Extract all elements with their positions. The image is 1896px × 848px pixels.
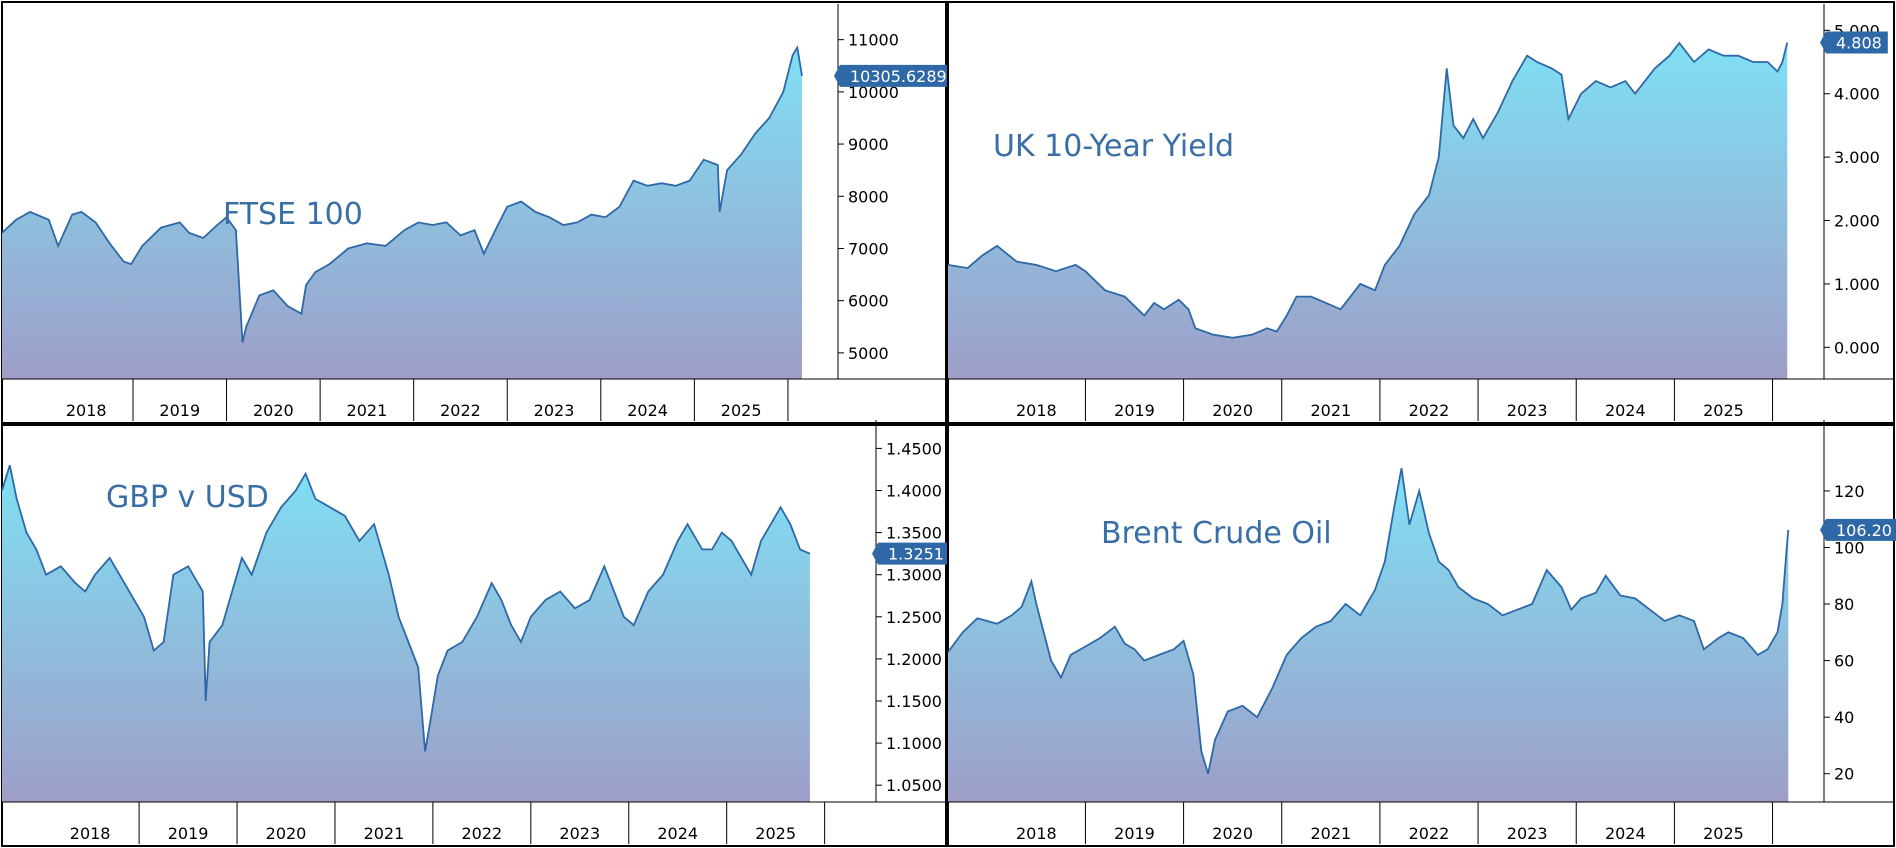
ftse-line bbox=[1, 44, 803, 343]
ftse-y-tick-label: 8000 bbox=[848, 187, 889, 206]
uk-yield-year-label: 2024 bbox=[1605, 401, 1646, 420]
uk-yield-y-tick-label: 0.000 bbox=[1834, 338, 1880, 357]
brent-y-axis: 20 40 60 80 100 120 bbox=[1823, 420, 1865, 802]
ftse-y-tick-label: 7000 bbox=[848, 239, 889, 258]
uk-yield-area bbox=[948, 42, 1788, 379]
gbp-usd-y-axis: 1.0500 1.1000 1.1500 1.2000 1.2500 1.3000 1.35… bbox=[875, 420, 942, 802]
gbp-usd-y-tick-label: 1.1000 bbox=[886, 734, 942, 753]
gbp-usd-year-label: 2021 bbox=[364, 824, 405, 843]
svg-text:1.3251: 1.3251 bbox=[888, 545, 944, 564]
brent-x-axis: 2018 2019 2020 2021 2022 2023 2024 2025 bbox=[948, 801, 1894, 844]
gbp-usd-year-label: 2019 bbox=[168, 824, 209, 843]
ftse-year-label: 2023 bbox=[534, 401, 575, 420]
svg-text:10305.6289: 10305.6289 bbox=[850, 67, 947, 86]
brent-y-tick-label: 100 bbox=[1834, 538, 1865, 557]
brent-year-label: 2022 bbox=[1409, 824, 1450, 843]
brent-year-label: 2019 bbox=[1114, 824, 1155, 843]
ftse-y-tick-label: 9000 bbox=[848, 135, 889, 154]
uk-yield-y-tick-label: 4.000 bbox=[1834, 85, 1880, 104]
uk-yield-line bbox=[947, 41, 1789, 339]
uk-yield-year-label: 2021 bbox=[1310, 401, 1351, 420]
uk-yield-y-tick-label: 2.000 bbox=[1834, 212, 1880, 231]
brent-year-label: 2021 bbox=[1310, 824, 1351, 843]
ftse-year-label: 2025 bbox=[721, 401, 762, 420]
gbp-usd-year-label: 2022 bbox=[462, 824, 503, 843]
uk-yield-y-tick-label: 3.000 bbox=[1834, 148, 1880, 167]
gbp-usd-year-label: 2020 bbox=[266, 824, 307, 843]
gbp-usd-y-tick-label: 1.2500 bbox=[886, 608, 942, 627]
uk-yield-year-label: 2020 bbox=[1212, 401, 1253, 420]
uk-yield-y-tick-label: 1.000 bbox=[1834, 275, 1880, 294]
uk-yield-year-label: 2019 bbox=[1114, 401, 1155, 420]
gbp-usd-last-value-badge: 1.3251 bbox=[872, 542, 950, 565]
uk-yield-year-label: 2025 bbox=[1703, 401, 1744, 420]
svg-text:4.808: 4.808 bbox=[1836, 34, 1882, 53]
gbp-usd-y-tick-label: 1.0500 bbox=[886, 776, 942, 795]
gbp-usd-year-label: 2023 bbox=[559, 824, 600, 843]
uk-yield-year-label: 2022 bbox=[1409, 401, 1450, 420]
brent-y-tick-label: 120 bbox=[1834, 482, 1865, 501]
brent-y-tick-label: 80 bbox=[1834, 595, 1854, 614]
uk-yield-year-label: 2023 bbox=[1507, 401, 1548, 420]
ftse-y-tick-label: 11000 bbox=[848, 31, 899, 50]
brent-area bbox=[948, 468, 1789, 802]
ftse-y-axis: 5000 6000 7000 8000 9000 10000 11000 bbox=[837, 4, 899, 379]
gbp-usd-line bbox=[1, 465, 811, 752]
ftse-x-axis: 2018 2019 2020 2021 2022 2023 2024 2025 bbox=[2, 378, 946, 421]
brent-year-label: 2025 bbox=[1703, 824, 1744, 843]
brent-year-label: 2023 bbox=[1507, 824, 1548, 843]
brent-title: Brent Crude Oil bbox=[1101, 516, 1332, 551]
uk-yield-x-axis: 2018 2019 2020 2021 2022 2023 2024 2025 bbox=[948, 378, 1894, 421]
ftse-year-label: 2022 bbox=[440, 401, 481, 420]
gbp-usd-x-axis: 2018 2019 2020 2021 2022 2023 2024 2025 bbox=[2, 801, 946, 844]
gbp-usd-y-tick-label: 1.4000 bbox=[886, 482, 942, 501]
gbp-usd-y-tick-label: 1.3000 bbox=[886, 566, 942, 585]
brent-last-value-badge: 106.20 bbox=[1820, 518, 1896, 541]
brent-y-tick-label: 20 bbox=[1834, 765, 1854, 784]
ftse-year-label: 2020 bbox=[253, 401, 294, 420]
gbp-usd-y-tick-label: 1.1500 bbox=[886, 692, 942, 711]
ftse-area bbox=[2, 47, 802, 379]
gbp-usd-area bbox=[2, 465, 810, 802]
ftse-year-label: 2019 bbox=[159, 401, 200, 420]
ftse-year-label: 2021 bbox=[347, 401, 388, 420]
svg-text:106.20: 106.20 bbox=[1836, 521, 1892, 540]
brent-line bbox=[947, 468, 1790, 774]
gbp-usd-title: GBP v USD bbox=[106, 480, 269, 515]
ftse-y-tick-label: 5000 bbox=[848, 344, 889, 363]
uk-yield-last-value-badge: 4.808 bbox=[1820, 31, 1888, 54]
ftse-title: FTSE 100 bbox=[223, 197, 363, 232]
gbp-usd-year-label: 2024 bbox=[657, 824, 698, 843]
gbp-usd-year-label: 2018 bbox=[70, 824, 111, 843]
brent-year-label: 2018 bbox=[1016, 824, 1057, 843]
ftse-year-label: 2024 bbox=[627, 401, 668, 420]
uk-yield-year-label: 2018 bbox=[1016, 401, 1057, 420]
gbp-usd-y-tick-label: 1.4500 bbox=[886, 439, 942, 458]
gbp-usd-panel: 1.0500 1.1000 1.1500 1.2000 1.2500 1.3000 1.35… bbox=[1, 420, 950, 847]
brent-year-label: 2020 bbox=[1212, 824, 1253, 843]
brent-y-tick-label: 60 bbox=[1834, 652, 1854, 671]
gbp-usd-y-tick-label: 1.2000 bbox=[886, 650, 942, 669]
ftse-year-label: 2018 bbox=[66, 401, 107, 420]
gbp-usd-year-label: 2025 bbox=[755, 824, 796, 843]
ftse-last-value-badge: 10305.6289 bbox=[834, 64, 953, 87]
gbp-usd-y-tick-label: 1.3500 bbox=[886, 524, 942, 543]
brent-year-label: 2024 bbox=[1605, 824, 1646, 843]
brent-y-tick-label: 40 bbox=[1834, 708, 1854, 727]
uk-yield-title: UK 10-Year Yield bbox=[993, 129, 1234, 164]
ftse-y-tick-label: 6000 bbox=[848, 292, 889, 311]
ftse-y-tick-label: 10000 bbox=[848, 83, 899, 102]
